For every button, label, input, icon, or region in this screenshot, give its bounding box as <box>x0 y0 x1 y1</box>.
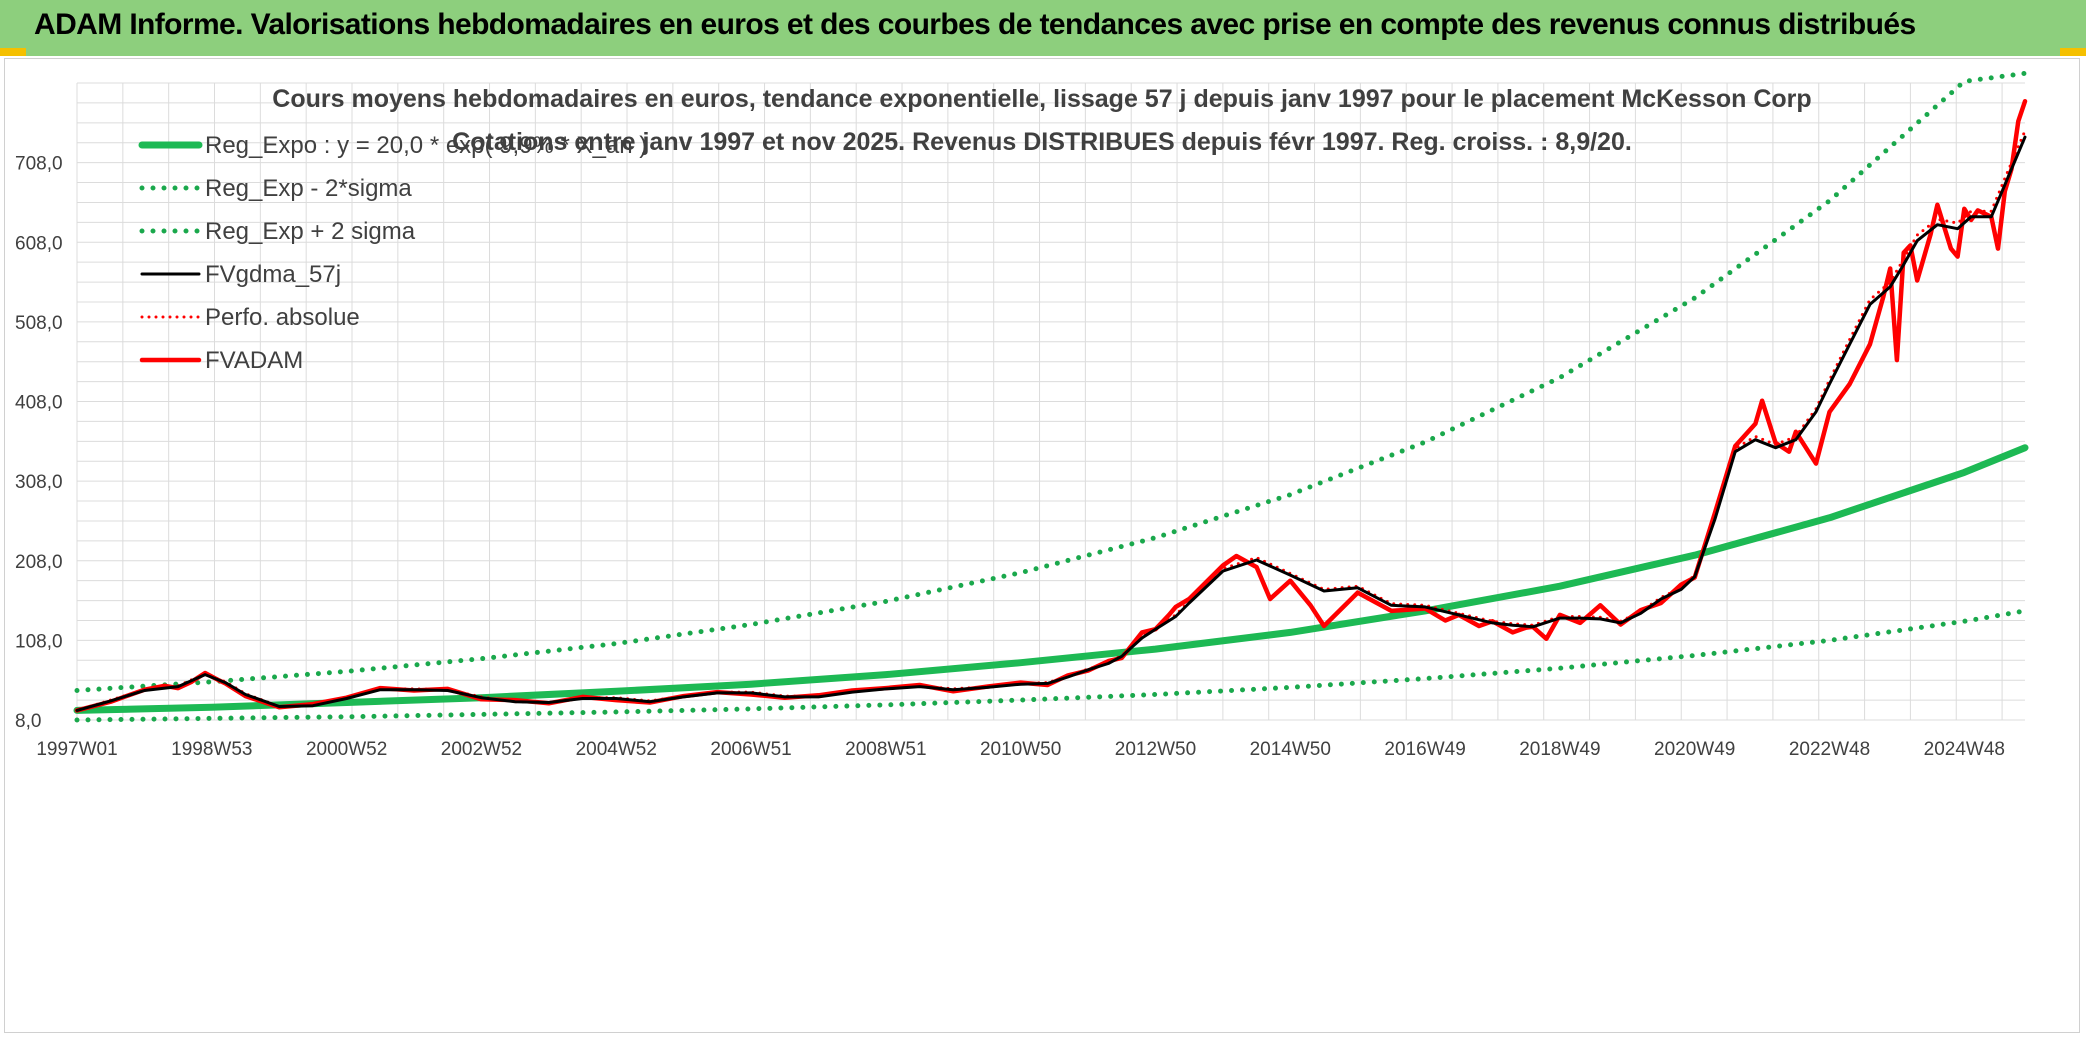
line-chart: Cours moyens hebdomadaires en euros, ten… <box>15 70 2029 760</box>
legend-label: FVADAM <box>205 347 303 374</box>
x-tick-label: 2024W48 <box>1924 739 2005 760</box>
chart-subtitle: Cotations entre janv 1997 et nov 2025. R… <box>452 128 1632 156</box>
grid <box>76 82 2025 721</box>
legend-label: Reg_Exp + 2 sigma <box>205 218 416 245</box>
x-tick-label: 2012W50 <box>1115 739 1196 760</box>
corner-accent-left <box>0 48 26 56</box>
series-line-3 <box>75 135 2027 712</box>
report-title: ADAM Informe. Valorisations hebdomadaire… <box>34 8 1916 41</box>
corner-accent-right <box>2060 48 2086 56</box>
legend[interactable]: Reg_Expo : y = 20,0 * exp( 9,9% * X_an )… <box>138 132 647 374</box>
series-line-1 <box>74 608 2028 723</box>
x-tick-label: 2020W49 <box>1654 739 1735 760</box>
y-tick-label: 408,0 <box>15 393 63 414</box>
y-tick-label: 608,0 <box>15 233 63 254</box>
x-tick-label: 2014W50 <box>1250 739 1331 760</box>
y-axis: 8,0 108,0 208,0 308,0 408,0 508,0 608,0 708,0 <box>15 154 63 732</box>
x-tick-label: 1998W53 <box>171 739 252 760</box>
series-line-2 <box>74 70 2028 693</box>
x-tick-label: 2002W52 <box>441 739 522 760</box>
x-axis: 1997W01 1998W53 2000W52 2002W52 2004W52 2006W… <box>36 739 2005 760</box>
report-header: ADAM Informe. Valorisations hebdomadaire… <box>0 0 2086 56</box>
chart-area: Cours moyens hebdomadaires en euros, ten… <box>4 58 2080 1033</box>
chart-title: Cours moyens hebdomadaires en euros, ten… <box>272 85 1811 113</box>
x-tick-label: 2018W49 <box>1519 739 1600 760</box>
x-tick-label: 2000W52 <box>306 739 387 760</box>
y-tick-label: 108,0 <box>15 631 63 652</box>
x-tick-label: 2006W51 <box>710 739 791 760</box>
y-tick-label: 208,0 <box>15 552 63 573</box>
x-tick-label: 2008W51 <box>845 739 926 760</box>
x-tick-label: 2016W49 <box>1384 739 1465 760</box>
x-tick-label: 2004W52 <box>576 739 657 760</box>
x-tick-label: 2022W48 <box>1789 739 1870 760</box>
series-line-0 <box>73 444 2029 714</box>
series-layer <box>73 70 2029 723</box>
y-tick-label: 508,0 <box>15 313 63 334</box>
legend-label: FVgdma_57j <box>205 261 341 288</box>
x-tick-label: 2010W50 <box>980 739 1061 760</box>
legend-label: Perfo. absolue <box>205 304 360 331</box>
legend-label: Reg_Expo : y = 20,0 * exp( 9,9% * X_an ) <box>205 132 647 159</box>
y-tick-label: 8,0 <box>15 711 41 732</box>
legend-label: Reg_Exp - 2*sigma <box>205 175 412 202</box>
y-tick-label: 308,0 <box>15 472 63 493</box>
x-tick-label: 1997W01 <box>36 739 117 760</box>
y-tick-label: 708,0 <box>15 154 63 175</box>
